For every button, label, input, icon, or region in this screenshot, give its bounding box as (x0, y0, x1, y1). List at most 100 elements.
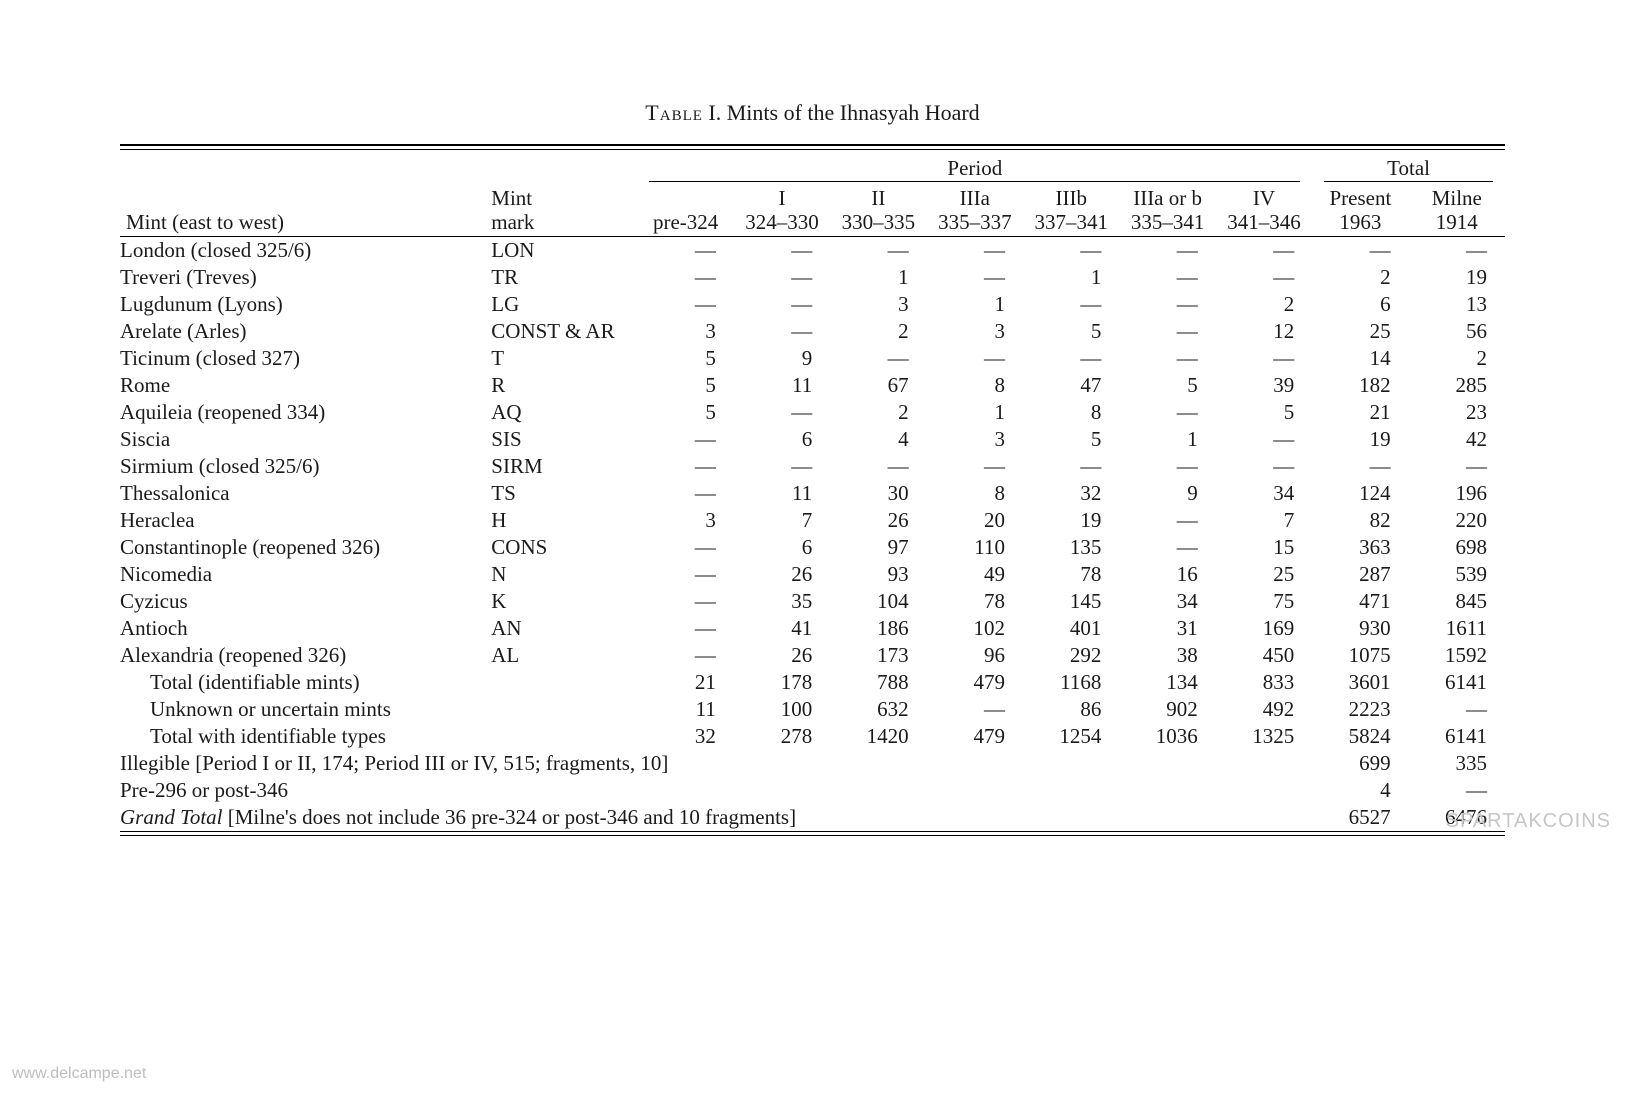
col-mint-mark: Mint mark (485, 184, 637, 236)
table-cell: — (1409, 696, 1505, 723)
table-cell: 1611 (1409, 615, 1505, 642)
mint-mark: R (485, 372, 637, 399)
table-cell: 285 (1409, 372, 1505, 399)
table-cell: 34 (1216, 480, 1312, 507)
table-row: NicomediaN—269349781625287539 (120, 561, 1505, 588)
table-cell: 6141 (1409, 669, 1505, 696)
table-cell: 5 (1119, 372, 1215, 399)
table-cell: 699 (1312, 750, 1408, 777)
table-cell: — (637, 237, 733, 265)
mint-name: Thessalonica (120, 480, 485, 507)
table-cell: 96 (927, 642, 1023, 669)
mint-name: Alexandria (reopened 326) (120, 642, 485, 669)
table-cell: — (734, 453, 830, 480)
col-period-i: I324–330 (734, 184, 830, 236)
mint-mark: CONST & AR (485, 318, 637, 345)
table-cell: 25 (1312, 318, 1408, 345)
table-body: London (closed 325/6)LON—————————Treveri… (120, 237, 1505, 832)
table-cell: 2 (1312, 264, 1408, 291)
mint-name: Siscia (120, 426, 485, 453)
col-pre324: pre-324 (637, 184, 733, 236)
table-cell: 5824 (1312, 723, 1408, 750)
table-cell: 287 (1312, 561, 1408, 588)
table-cell: 401 (1023, 615, 1119, 642)
table-cell: 5 (637, 399, 733, 426)
table-cell: 1 (1119, 426, 1215, 453)
table-cell: 539 (1409, 561, 1505, 588)
table-cell: 23 (1409, 399, 1505, 426)
table-cell: 31 (1119, 615, 1215, 642)
subtotal-row: Total (identifiable mints)21178788479116… (120, 669, 1505, 696)
table-cell: 335 (1409, 750, 1505, 777)
table-cell: — (637, 642, 733, 669)
grand-total-row: Grand Total [Milne's does not include 36… (120, 804, 1505, 832)
subtotal-label: Total (identifiable mints) (120, 669, 485, 696)
table-cell: — (637, 561, 733, 588)
table-cell: — (1119, 237, 1215, 265)
table-cell: 3 (927, 318, 1023, 345)
table-cell: 30 (830, 480, 926, 507)
table-row: Constantinople (reopened 326)CONS—697110… (120, 534, 1505, 561)
table-cell: 902 (1119, 696, 1215, 723)
mint-mark: LG (485, 291, 637, 318)
mint-mark: T (485, 345, 637, 372)
table-cell: — (1216, 453, 1312, 480)
table-cell: 93 (830, 561, 926, 588)
table-cell: — (830, 453, 926, 480)
table-cell: 1036 (1119, 723, 1215, 750)
mint-mark: SIRM (485, 453, 637, 480)
table-cell: — (637, 264, 733, 291)
table-cell: 14 (1312, 345, 1408, 372)
table-cell: 845 (1409, 588, 1505, 615)
table-cell: — (1312, 237, 1408, 265)
table-cell: 3 (637, 507, 733, 534)
table-cell: — (1409, 777, 1505, 804)
table-cell: 173 (830, 642, 926, 669)
table-cell: 78 (927, 588, 1023, 615)
table-cell: 86 (1023, 696, 1119, 723)
table-row: RomeR51167847539182285 (120, 372, 1505, 399)
table-cell: — (637, 534, 733, 561)
table-row: Ticinum (closed 327)T59—————142 (120, 345, 1505, 372)
mint-name: Constantinople (reopened 326) (120, 534, 485, 561)
table-cell: 698 (1409, 534, 1505, 561)
table-cell: 11 (637, 696, 733, 723)
table-row: SisciaSIS—64351—1942 (120, 426, 1505, 453)
subtotal-row: Unknown or uncertain mints11100632—86902… (120, 696, 1505, 723)
mint-mark: H (485, 507, 637, 534)
table-cell: 16 (1119, 561, 1215, 588)
table-cell: 7 (1216, 507, 1312, 534)
table-cell: 363 (1312, 534, 1408, 561)
table-cell: — (637, 480, 733, 507)
mint-mark: AQ (485, 399, 637, 426)
table-cell: 32 (637, 723, 733, 750)
table-cell: — (1119, 399, 1215, 426)
mint-mark: SIS (485, 426, 637, 453)
table-cell: — (1216, 345, 1312, 372)
table-cell: 6527 (1312, 804, 1408, 832)
table-cell: — (734, 318, 830, 345)
table-cell: 47 (1023, 372, 1119, 399)
col-period-iiia: IIIa335–337 (927, 184, 1023, 236)
table-cell: 5 (1023, 426, 1119, 453)
col-period-iiiab: IIIa or b335–341 (1119, 184, 1215, 236)
table-cell: — (637, 291, 733, 318)
table-cell: 292 (1023, 642, 1119, 669)
table-cell: — (637, 588, 733, 615)
mint-name: Sirmium (closed 325/6) (120, 453, 485, 480)
table-cell: 1254 (1023, 723, 1119, 750)
table-cell: 42 (1409, 426, 1505, 453)
table-cell: 450 (1216, 642, 1312, 669)
table-cell: — (927, 345, 1023, 372)
table-cell: 6 (1312, 291, 1408, 318)
table-cell: — (1119, 507, 1215, 534)
table-cell: 169 (1216, 615, 1312, 642)
table-cell: 4 (830, 426, 926, 453)
note-text: Illegible [Period I or II, 174; Period I… (120, 750, 1312, 777)
table-cell: 220 (1409, 507, 1505, 534)
mint-name: Nicomedia (120, 561, 485, 588)
table-cell: 19 (1023, 507, 1119, 534)
table-cell: 56 (1409, 318, 1505, 345)
table-cell: — (637, 615, 733, 642)
table-cell: 9 (734, 345, 830, 372)
